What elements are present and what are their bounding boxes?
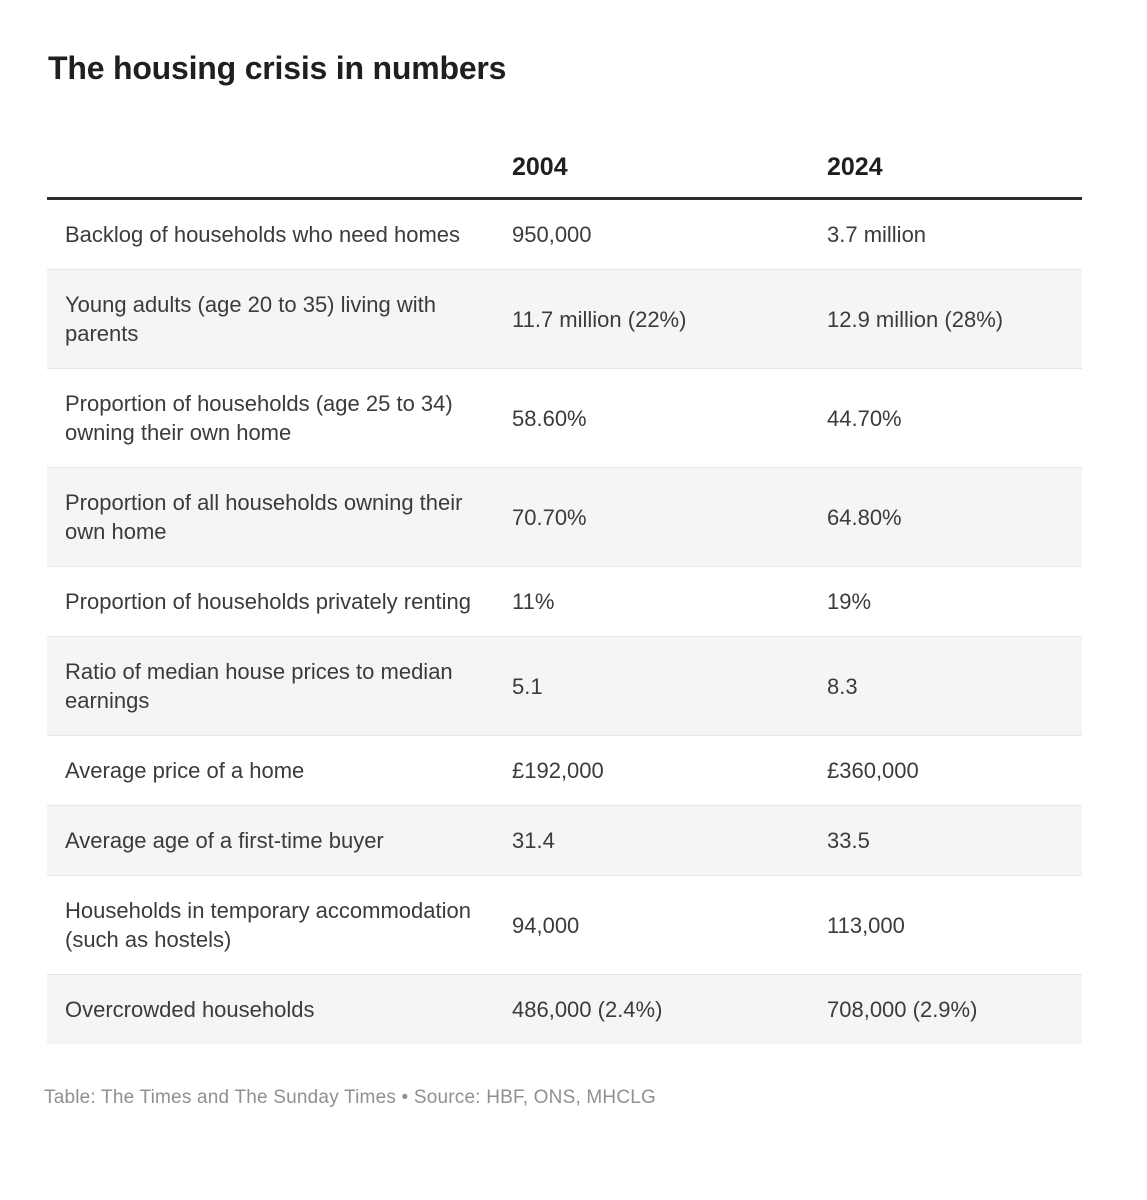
row-value-2004: £192,000 xyxy=(512,758,604,783)
row-value-2004: 11% xyxy=(512,589,555,614)
row-value-2024: 19% xyxy=(827,589,872,614)
row-label: Proportion of households privately renti… xyxy=(65,589,472,614)
table-body: Backlog of households who need homes 950… xyxy=(47,197,1082,1044)
table-header-row: 2004 2024 xyxy=(47,153,1082,197)
table-row: Overcrowded households 486,000 (2.4%) 70… xyxy=(47,974,1082,1044)
housing-crisis-table-page: The housing crisis in numbers 2004 2024 … xyxy=(44,50,1082,1108)
table-row: Ratio of median house prices to median e… xyxy=(47,636,1082,735)
table-row: Households in temporary accommodation (s… xyxy=(47,875,1082,974)
row-value-2004: 70.70% xyxy=(512,504,587,530)
column-header-2004: 2004 xyxy=(512,153,568,181)
row-label: Young adults (age 20 to 35) living with … xyxy=(65,292,436,346)
row-value-2024: 12.9 million (28%) xyxy=(827,306,1004,332)
row-value-2004: 58.60% xyxy=(512,405,587,431)
row-label: Average price of a home xyxy=(65,758,305,783)
row-value-2024: 44.70% xyxy=(827,405,902,431)
row-value-2024: £360,000 xyxy=(827,758,919,783)
table-row: Average price of a home £192,000 £360,00… xyxy=(47,735,1082,805)
page-title: The housing crisis in numbers xyxy=(48,50,507,86)
row-label: Ratio of median house prices to median e… xyxy=(65,659,453,713)
row-value-2024: 113,000 xyxy=(827,912,905,938)
source-credit: Table: The Times and The Sunday Times • … xyxy=(44,1087,657,1108)
row-value-2004: 31.4 xyxy=(512,828,555,853)
row-value-2024: 3.7 million xyxy=(827,222,927,247)
row-value-2024: 33.5 xyxy=(827,828,870,853)
row-value-2024: 64.80% xyxy=(827,504,902,530)
row-label: Households in temporary accommodation (s… xyxy=(65,898,471,952)
row-value-2004: 950,000 xyxy=(512,222,592,247)
table-row: Average age of a first-time buyer 31.4 3… xyxy=(47,805,1082,875)
data-table: 2004 2024 Backlog of households who need… xyxy=(47,153,1082,1044)
row-value-2004: 94,000 xyxy=(512,912,580,938)
table-row: Young adults (age 20 to 35) living with … xyxy=(47,269,1082,368)
row-value-2004: 11.7 million (22%) xyxy=(512,306,687,332)
row-value-2004: 486,000 (2.4%) xyxy=(512,997,663,1022)
table-row: Proportion of all households owning thei… xyxy=(47,467,1082,566)
row-label: Proportion of all households owning thei… xyxy=(65,490,463,544)
row-label: Backlog of households who need homes xyxy=(65,222,461,247)
row-value-2004: 5.1 xyxy=(512,673,543,699)
table-row: Backlog of households who need homes 950… xyxy=(47,200,1082,269)
row-label: Overcrowded households xyxy=(65,997,315,1022)
row-value-2024: 8.3 xyxy=(827,673,858,699)
column-header-2024: 2024 xyxy=(827,153,883,181)
row-value-2024: 708,000 (2.9%) xyxy=(827,997,978,1022)
table-row: Proportion of households privately renti… xyxy=(47,566,1082,636)
table-row: Proportion of households (age 25 to 34) … xyxy=(47,368,1082,467)
header-spacer-cell xyxy=(47,153,512,182)
row-label: Average age of a first-time buyer xyxy=(65,828,384,853)
row-label: Proportion of households (age 25 to 34) … xyxy=(65,391,453,445)
